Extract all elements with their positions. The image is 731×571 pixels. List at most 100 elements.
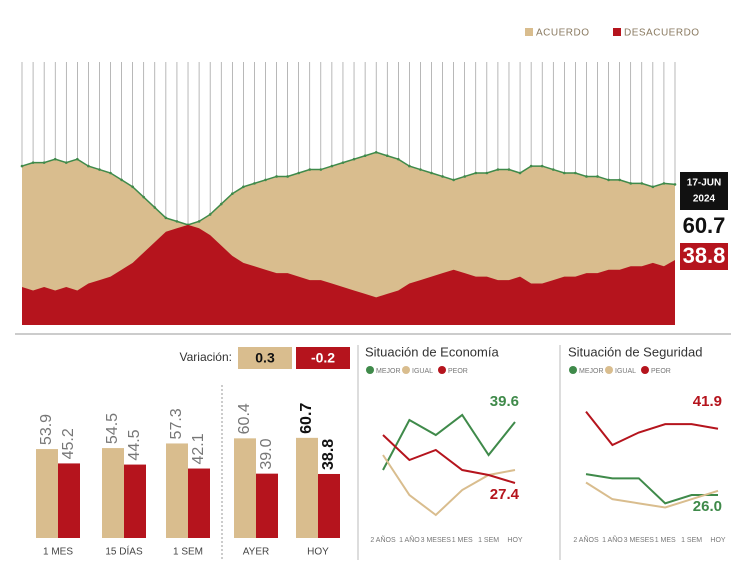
end-value: 38.8 [683,243,726,268]
bar [124,464,146,538]
point [585,175,588,178]
legend-swatch [569,366,577,374]
data-label: 26.0 [693,498,722,515]
point [242,185,245,189]
x-tick-label: HOY [507,537,523,544]
legend-swatch [605,366,613,374]
point [574,171,577,175]
x-tick-label: 1 MES [655,537,676,544]
variation-label: Variación: [180,350,232,364]
point [275,175,278,178]
point [308,168,312,171]
point [319,168,323,171]
point [518,171,522,175]
point [53,157,57,161]
data-label: 39.6 [490,393,519,410]
point [651,185,655,189]
data-label: 60.7 [298,403,315,434]
point [341,161,345,164]
point [640,182,644,185]
x-tick-label: 15 DÍAS [105,545,143,558]
bar [36,449,58,538]
chart-title: Situación de Economía [365,344,499,359]
point [164,216,168,220]
data-label: 42.1 [190,433,207,464]
point [385,154,389,158]
data-label: 53.9 [38,414,55,445]
point [330,164,334,168]
point [618,178,621,182]
bar [234,438,256,538]
point [430,171,433,175]
x-tick-label: AYER [243,547,270,558]
legend-label: IGUAL [615,368,636,375]
point [219,202,223,206]
point [297,171,300,175]
point [496,168,500,171]
data-label: 57.3 [168,408,185,439]
bar [296,437,318,538]
end-box [680,243,728,270]
x-tick-label: HOY [710,537,726,544]
point [452,178,455,182]
point [131,185,134,189]
point [31,161,35,164]
point [419,168,422,171]
data-label: 45.2 [60,428,77,459]
end-value: 60.7 [683,213,726,238]
point [540,164,544,168]
date-label: 2024 [693,194,716,205]
bar [102,448,124,538]
legend-swatch [641,366,649,374]
x-tick-label: 1 AÑO [399,535,420,544]
legend-label: ACUERDO [536,28,590,39]
variation-box [238,347,292,369]
point [20,164,24,168]
date-label: 17-JUN [687,178,721,189]
line [585,481,719,509]
x-tick-label: 1 SEM [681,537,702,544]
data-label: 54.5 [104,413,121,444]
legend-swatch [366,366,374,374]
legend-label: PEOR [651,368,671,375]
point [98,168,101,171]
point [551,168,555,171]
point [64,161,68,164]
legend-label: PEOR [448,368,468,375]
area [22,224,675,325]
chart-title: Situación de Seguridad [568,344,702,359]
x-tick-label: 1 SEM [478,537,499,544]
data-label: 44.5 [126,429,143,460]
point [607,178,610,182]
point [253,182,256,185]
point [175,220,179,223]
point [441,175,444,178]
line [585,411,719,447]
bar [188,468,210,538]
point [87,164,90,168]
point [673,183,677,186]
x-tick-label: 3 MESES [421,537,452,544]
legend-swatch [402,366,410,374]
point [596,175,599,178]
line [21,151,676,226]
line [382,454,516,517]
point [662,182,666,185]
x-tick-label: 2 AÑOS [370,535,396,544]
point [120,178,123,182]
data-label: 60.4 [236,403,253,434]
legend-swatch [613,28,621,36]
point [153,206,157,209]
variation-box [296,347,350,369]
point [629,182,633,185]
point [397,157,400,161]
point [507,168,511,171]
variation-value: -0.2 [311,350,335,366]
point [563,171,566,175]
variation-value: 0.3 [255,350,275,366]
legend-swatch [438,366,446,374]
point [408,164,411,168]
data-label: 38.8 [320,439,337,470]
bar [318,473,340,538]
point [208,213,212,216]
